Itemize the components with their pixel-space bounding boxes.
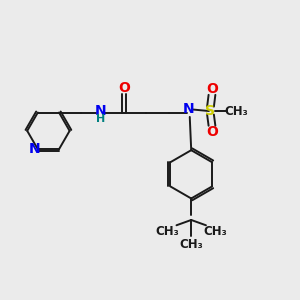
Text: S: S <box>206 104 215 118</box>
Text: N: N <box>182 102 194 116</box>
Text: O: O <box>118 81 130 95</box>
Text: CH₃: CH₃ <box>155 225 179 238</box>
Text: O: O <box>206 124 218 139</box>
Text: H: H <box>96 114 105 124</box>
Text: CH₃: CH₃ <box>179 238 203 251</box>
Text: O: O <box>206 82 218 96</box>
Text: CH₃: CH₃ <box>225 104 248 118</box>
Text: N: N <box>28 142 40 156</box>
Text: N: N <box>94 104 106 118</box>
Text: CH₃: CH₃ <box>203 225 227 238</box>
